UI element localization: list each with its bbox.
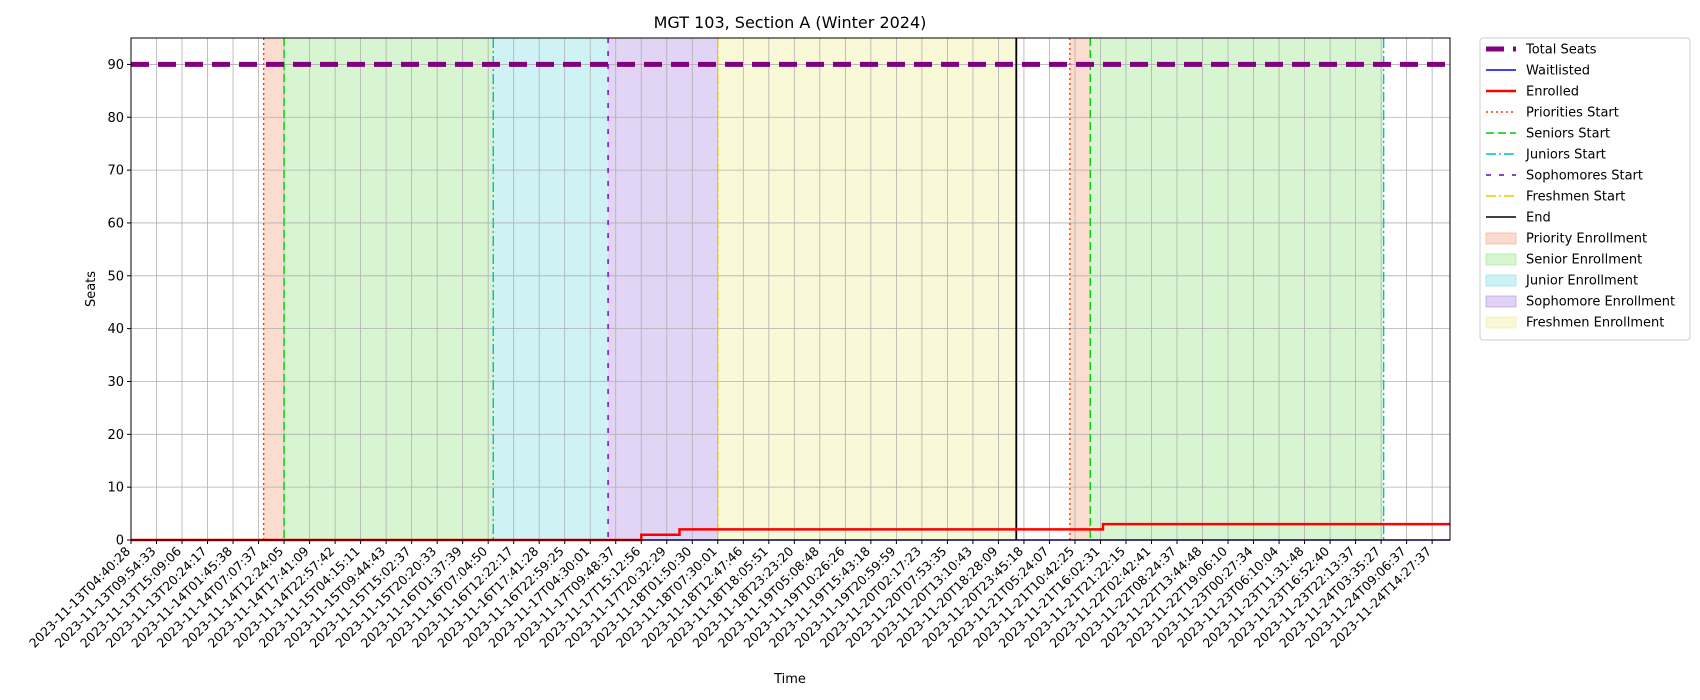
span-senior-enrollment <box>1090 38 1384 540</box>
legend-label: End <box>1526 211 1551 226</box>
y-tick-label: 20 <box>107 428 124 443</box>
span-priority-enrollment <box>1069 38 1091 540</box>
legend-box <box>1479 37 1691 341</box>
span-senior-enrollment <box>284 38 494 540</box>
axes-frame <box>130 37 1451 541</box>
legend-label: Sophomore Enrollment <box>1526 295 1675 310</box>
legend-swatch <box>1485 253 1517 266</box>
legend: Total Seats Waitlisted Enrolled Priorities … <box>1479 37 1691 341</box>
span-freshmen-enrollment <box>717 38 1017 540</box>
y-tick-label: 70 <box>107 164 124 179</box>
legend-label: Waitlisted <box>1526 64 1590 79</box>
y-tick-label: 50 <box>107 269 124 284</box>
y-tick-label: 0 <box>116 534 124 549</box>
series-enrolled <box>131 522 1450 542</box>
legend-label: Total Seats <box>1525 43 1597 58</box>
y-tick-label: 60 <box>107 216 124 231</box>
span-junior-enrollment <box>493 38 609 540</box>
legend-label: Senior Enrollment <box>1526 253 1642 268</box>
span-sophomore-enrollment <box>608 38 718 540</box>
y-tick-label: 40 <box>107 322 124 337</box>
legend-label: Enrolled <box>1526 85 1579 100</box>
legend-label: Priority Enrollment <box>1526 232 1647 247</box>
chart-title: MGT 103, Section A (Winter 2024) <box>654 13 927 32</box>
span-priority-enrollment <box>263 38 285 540</box>
legend-label: Seniors Start <box>1526 127 1610 142</box>
legend-label: Freshmen Enrollment <box>1526 316 1664 331</box>
plot-area: 01020304050607080902023-11-13T04:40:2820… <box>26 37 1451 651</box>
y-tick-label: 10 <box>107 481 124 496</box>
legend-label: Sophomores Start <box>1526 169 1643 184</box>
legend-label: Juniors Start <box>1525 148 1606 163</box>
y-tick-label: 80 <box>107 111 124 126</box>
legend-swatch <box>1485 232 1517 245</box>
y-tick-label: 30 <box>107 375 124 390</box>
y-tick-label: 90 <box>107 58 124 73</box>
x-axis-label: Time <box>773 672 806 687</box>
y-axis-label: Seats <box>84 271 99 307</box>
legend-swatch <box>1485 295 1517 308</box>
legend-swatch <box>1485 274 1517 287</box>
legend-label: Freshmen Start <box>1526 190 1625 205</box>
legend-label: Junior Enrollment <box>1525 274 1638 289</box>
legend-label: Priorities Start <box>1526 106 1619 121</box>
legend-swatch <box>1485 316 1517 329</box>
